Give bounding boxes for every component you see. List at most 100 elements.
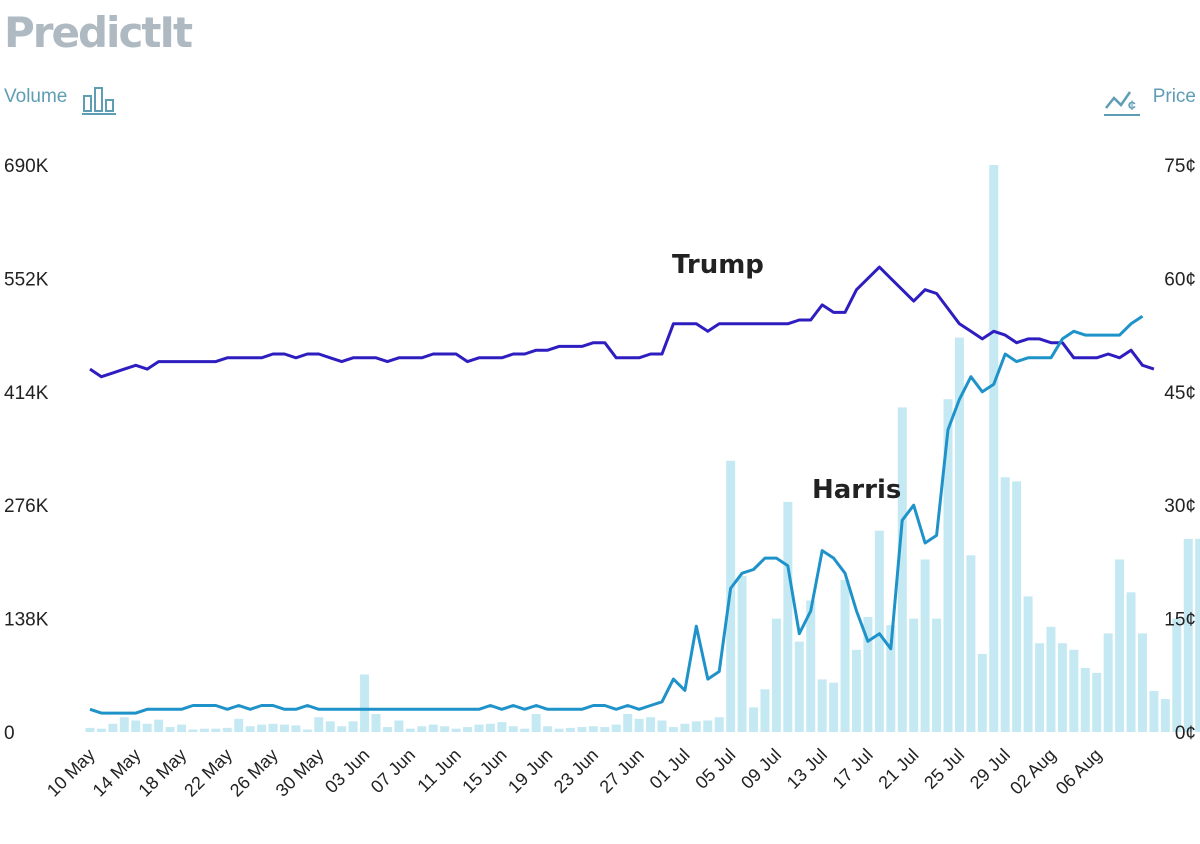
volume-bar <box>108 723 118 732</box>
volume-bar <box>337 726 347 732</box>
volume-bar <box>1035 643 1045 732</box>
volume-bar <box>474 724 484 732</box>
volume-bar <box>954 337 964 732</box>
volume-bar <box>451 728 461 732</box>
x-tick-label: 25 Jul <box>920 745 968 793</box>
volume-bar <box>1126 592 1136 732</box>
volume-bar <box>291 725 301 732</box>
volume-bar <box>142 723 152 732</box>
y-right-tick-label: 60¢ <box>1164 269 1196 290</box>
volume-bar <box>508 726 518 732</box>
volume-bar <box>85 727 95 732</box>
volume-bar <box>428 724 438 732</box>
volume-bar <box>485 723 495 732</box>
volume-bar <box>417 726 427 732</box>
x-tick-label: 06 Aug <box>1052 745 1106 799</box>
x-tick-label: 15 Jun <box>458 745 510 797</box>
x-tick-label: 23 Jun <box>550 745 602 797</box>
volume-bar <box>703 720 713 732</box>
volume-bar <box>1069 649 1079 732</box>
x-tick-label: 13 Jul <box>783 745 831 793</box>
volume-bar <box>394 720 404 732</box>
volume-bar <box>1023 596 1033 732</box>
volume-bar <box>302 729 312 732</box>
x-tick-label: 10 May <box>43 745 99 801</box>
volume-bar <box>131 720 141 732</box>
x-tick-label: 22 May <box>180 745 236 801</box>
volume-bar <box>1172 618 1182 732</box>
volume-bar <box>806 600 816 732</box>
volume-bar <box>565 727 575 732</box>
volume-bar <box>1149 690 1159 732</box>
y-right-tick-label: 75¢ <box>1164 156 1196 177</box>
volume-bar <box>1000 477 1010 732</box>
volume-bar <box>634 718 644 732</box>
volume-bar <box>188 729 198 732</box>
volume-bar <box>1183 538 1193 732</box>
volume-bar <box>668 727 678 732</box>
volume-bar <box>382 727 392 732</box>
volume-bar <box>211 728 221 732</box>
volume-bar <box>325 721 335 732</box>
volume-bar <box>737 575 747 732</box>
volume-bar <box>943 399 953 732</box>
volume-bar <box>1057 643 1067 732</box>
volume-bar <box>771 618 781 732</box>
x-tick-label: 01 Jul <box>646 745 694 793</box>
volume-bar <box>760 689 770 732</box>
volume-bar <box>497 722 507 732</box>
volume-bar <box>977 653 987 732</box>
volume-bar <box>794 641 804 732</box>
volume-bar <box>165 727 175 732</box>
volume-bar <box>932 618 942 732</box>
volume-bar <box>371 713 381 732</box>
volume-bar <box>279 724 289 732</box>
x-tick-label: 18 May <box>134 745 190 801</box>
volume-bar <box>680 723 690 732</box>
volume-bar <box>222 727 232 732</box>
volume-bar <box>96 728 106 732</box>
x-tick-label: 30 May <box>272 745 328 801</box>
x-tick-label: 21 Jul <box>874 745 922 793</box>
volume-bar <box>234 718 244 732</box>
volume-bar <box>657 720 667 732</box>
volume-bar <box>405 728 415 732</box>
volume-bar <box>177 724 187 732</box>
volume-bar <box>440 726 450 732</box>
svg-text:¢: ¢ <box>1128 97 1136 113</box>
volume-bar <box>749 707 759 732</box>
volume-bar <box>783 501 793 732</box>
x-tick-label: 05 Jul <box>691 745 739 793</box>
x-tick-label: 19 Jun <box>504 745 556 797</box>
volume-bar <box>1115 559 1125 732</box>
volume-bar <box>154 719 164 732</box>
volume-bar <box>119 717 129 732</box>
volume-bar <box>1080 667 1090 732</box>
x-tick-label: 02 Aug <box>1006 745 1060 799</box>
volume-bar <box>611 724 621 732</box>
volume-bar <box>348 721 358 732</box>
y-right-tick-label: 15¢ <box>1164 610 1196 631</box>
price-trend-icon: ¢ <box>1104 91 1140 116</box>
x-tick-label: 09 Jul <box>737 745 785 793</box>
predictit-logo: PredictIt <box>4 8 193 57</box>
volume-bar <box>691 721 701 732</box>
volume-bar <box>817 679 827 732</box>
volume-bar <box>966 555 976 732</box>
y-right-tick-label: 0¢ <box>1175 723 1196 744</box>
volume-bar <box>863 616 873 732</box>
volume-bar <box>1103 633 1113 732</box>
volume-bar <box>1046 626 1056 732</box>
volume-bar <box>851 649 861 732</box>
volume-bar <box>840 579 850 732</box>
x-tick-label: 14 May <box>89 745 145 801</box>
y-left-tick-label: 276K <box>4 496 49 517</box>
x-tick-label: 07 Jun <box>367 745 419 797</box>
volume-bar <box>874 530 884 732</box>
volume-bar <box>268 723 278 732</box>
volume-bar <box>714 717 724 732</box>
x-tick-label: 03 Jun <box>321 745 373 797</box>
volume-bar <box>886 625 896 732</box>
price-legend-label: Price <box>1152 86 1196 107</box>
volume-bar <box>588 726 598 732</box>
